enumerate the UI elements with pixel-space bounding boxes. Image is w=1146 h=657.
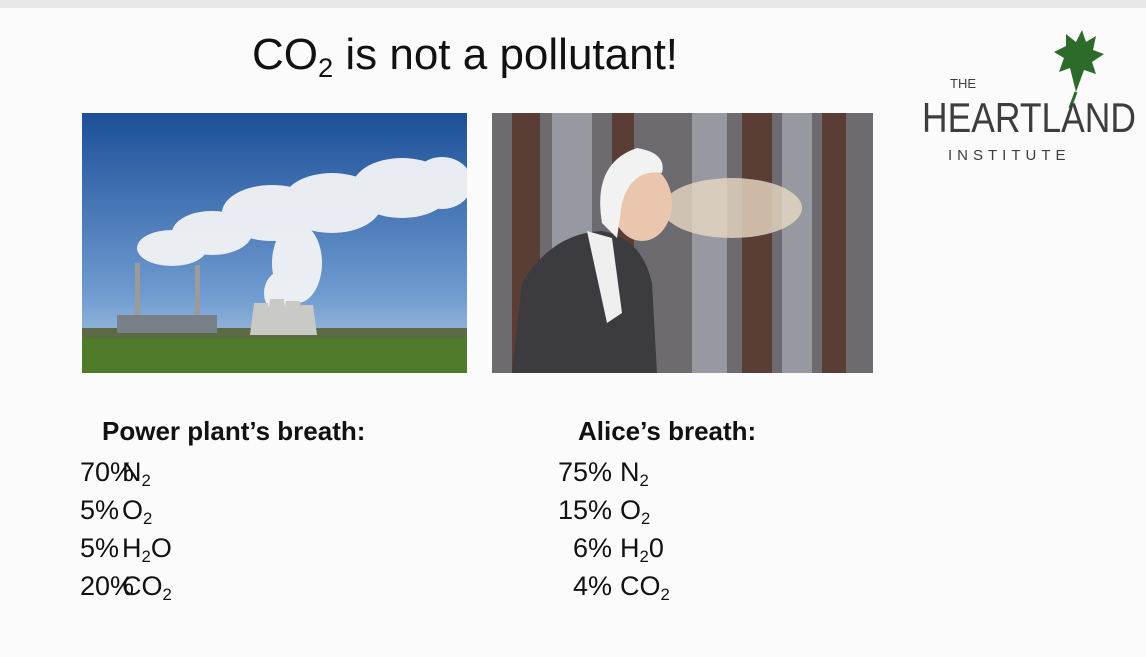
- logo-bottom: INSTITUTE: [948, 147, 1071, 164]
- composition-row: 75% N2: [556, 453, 756, 491]
- percent: 20%: [80, 567, 114, 605]
- text-part: is not a pollutant!: [333, 30, 678, 79]
- slide-title: CO2 is not a pollutant!: [0, 30, 930, 80]
- composition-row: 6% H20: [556, 529, 756, 567]
- percent: 6%: [556, 529, 612, 567]
- subscript: 2: [641, 509, 650, 528]
- text-part: N: [122, 457, 142, 487]
- text-part: 0: [649, 533, 664, 563]
- logo: THE HEARTLAND INSTITUTE: [918, 28, 1138, 168]
- subscript: 2: [318, 52, 333, 83]
- percent: 75%: [556, 453, 612, 491]
- subscript: 2: [661, 585, 670, 604]
- text-part: CO: [620, 571, 661, 601]
- percent: 15%: [556, 491, 612, 529]
- percent: 5%: [80, 529, 114, 567]
- text-part: O: [151, 533, 172, 563]
- text-part: H: [122, 533, 142, 563]
- logo-main: HEARTLAND: [922, 94, 1136, 141]
- text-part: O: [620, 495, 641, 525]
- composition-row: 70% N2: [80, 453, 365, 491]
- composition-row: 4% CO2: [556, 567, 756, 605]
- woman-photo: [492, 113, 873, 373]
- text-part: H: [620, 533, 640, 563]
- logo-the: THE: [950, 76, 976, 91]
- composition-row: 15% O2: [556, 491, 756, 529]
- text-part: O: [122, 495, 143, 525]
- percent: 5%: [80, 491, 114, 529]
- percent: 4%: [556, 567, 612, 605]
- slide: CO2 is not a pollutant! THE HEARTLAND IN…: [0, 0, 1146, 657]
- subscript: 2: [640, 471, 649, 490]
- composition-row: 5% H2O: [80, 529, 365, 567]
- composition-row: 5% O2: [80, 491, 365, 529]
- power-plant-photo: [82, 113, 467, 373]
- text-part: N: [620, 457, 640, 487]
- text-part: CO: [122, 571, 163, 601]
- subscript: 2: [640, 547, 649, 566]
- subscript: 2: [163, 585, 172, 604]
- text-part: CO: [252, 30, 318, 79]
- column-heading: Alice’s breath:: [578, 416, 756, 447]
- composition-row: 20% CO2: [80, 567, 365, 605]
- subscript: 2: [142, 471, 151, 490]
- column-heading: Power plant’s breath:: [102, 416, 365, 447]
- subscript: 2: [142, 547, 151, 566]
- percent: 70%: [80, 453, 114, 491]
- subscript: 2: [143, 509, 152, 528]
- leaf: [1054, 30, 1104, 92]
